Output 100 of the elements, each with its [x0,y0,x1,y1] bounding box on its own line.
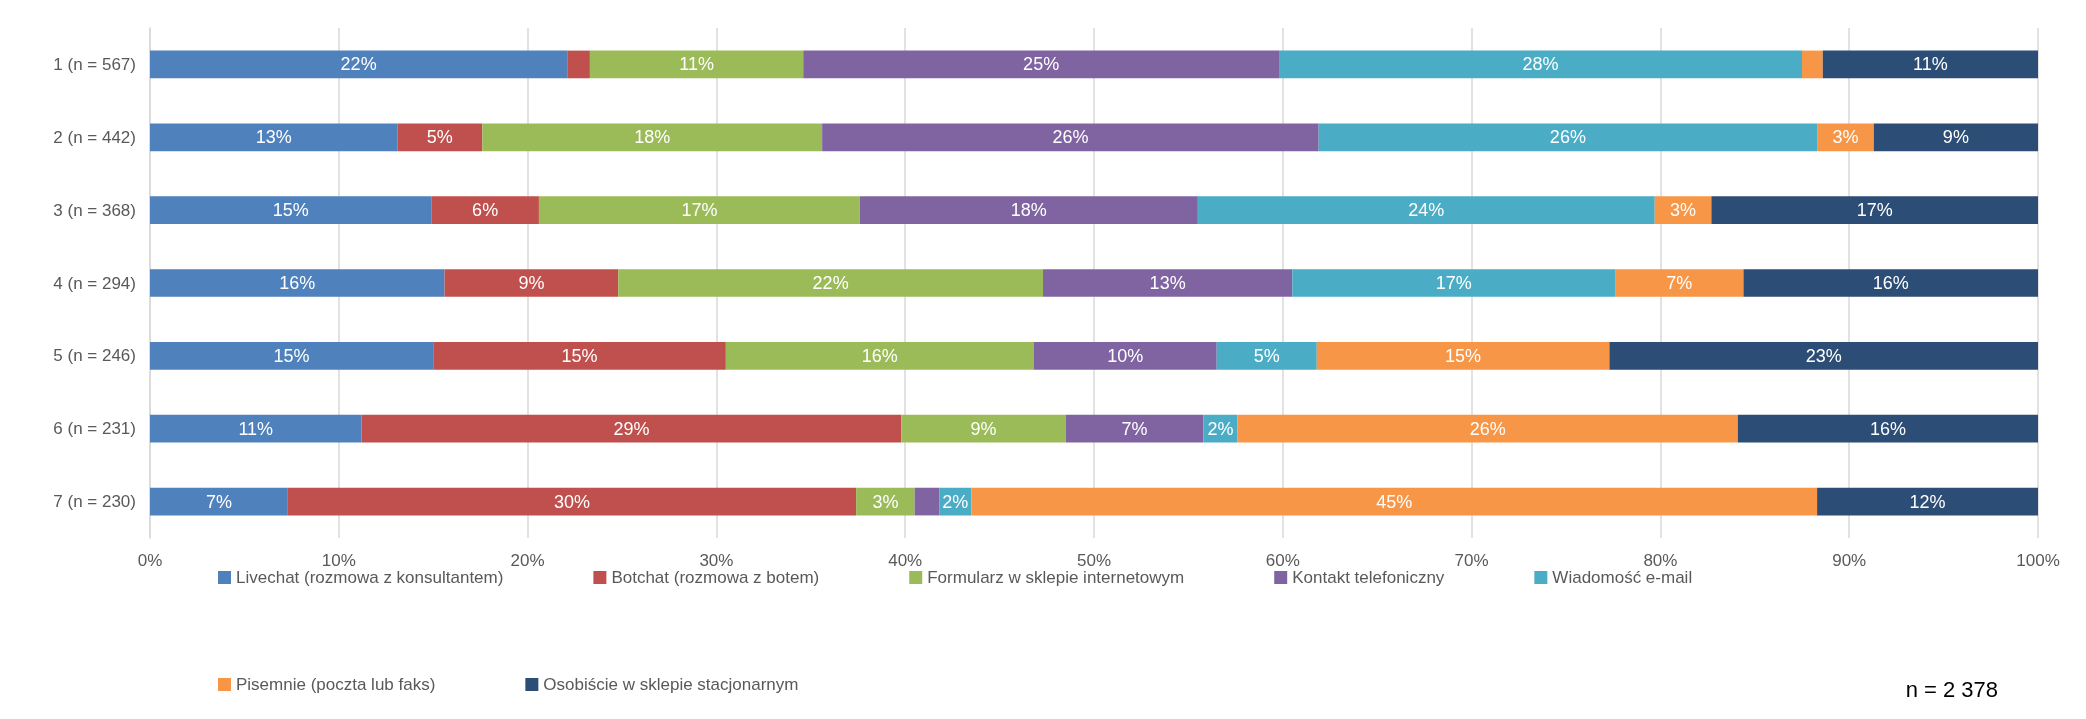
data-label: 18% [634,127,671,148]
legend-label: Livechat (rozmowa z konsultantem) [236,568,504,587]
data-label: 17% [1435,273,1472,293]
bar [1318,123,1818,152]
bar [150,487,288,516]
bar [1743,269,2038,297]
data-label: 25% [1023,54,1060,75]
bar [1873,123,2038,152]
data-label: 15% [273,345,310,366]
bar [150,269,445,297]
data-label: 16% [279,273,316,293]
bar [1802,50,1823,79]
data-label: 23% [1805,345,1842,366]
data-label: 16% [861,345,898,366]
x-tick-label: 70% [1454,551,1489,570]
data-label: 17% [681,200,718,221]
data-label: 3% [1670,200,1697,221]
bar [1237,414,1738,443]
y-tick-label: 2 (n = 442) [53,127,136,147]
text: n = 2 378 [1905,676,1999,702]
bar [1817,487,2038,516]
y-tick-label: 5 (n = 246) [53,346,136,366]
y-tick-label: 6 (n = 231) [53,419,136,439]
x-tick-label: 10% [321,551,356,570]
bar [822,123,1319,152]
bar [433,342,726,370]
data-label: 11% [238,418,274,439]
bar [971,487,1818,516]
bar [1737,414,2038,443]
data-label: 9% [518,273,545,293]
bar [803,50,1280,79]
bar [150,414,362,443]
x-tick-label: 90% [1832,551,1867,570]
x-tick-label: 100% [2016,551,2060,570]
data-label: 2% [1207,418,1234,439]
bar [1817,123,1874,152]
bar [914,487,940,516]
x-tick-label: 80% [1643,551,1678,570]
data-label: 13% [1149,273,1186,293]
data-label: 15% [561,345,598,366]
bar [1609,342,2038,370]
data-label: 28% [1522,54,1559,75]
data-label: 3% [1832,127,1859,148]
bar [1615,269,1744,297]
legend-label: Botchat (rozmowa z botem) [611,568,820,587]
bar [1043,269,1293,297]
bar [150,196,432,224]
x-tick-label: 60% [1265,551,1300,570]
data-label: 15% [1445,345,1482,366]
bar [1033,342,1217,370]
data-label: 3% [872,491,899,512]
data-label: 45% [1376,491,1413,512]
data-label: 11% [1913,54,1948,75]
data-label: 2% [942,491,969,512]
data-label: 9% [970,418,997,439]
bar [150,50,568,79]
x-tick-label: 50% [1076,551,1112,570]
data-label: 26% [1549,127,1586,148]
data-label: 7% [1121,418,1148,439]
bar [287,487,857,516]
x-tick-label: 40% [888,551,923,570]
legend-label: Osobiście w sklepie stacjonarnym [543,675,799,694]
data-label: 13% [255,127,292,148]
bar [1711,196,2038,224]
data-label: 30% [553,491,590,512]
bar [1822,50,2038,79]
data-label: 12% [1909,491,1946,512]
data-label: 16% [1872,273,1909,293]
data-label: 7% [1666,273,1693,293]
bar [1292,269,1616,297]
bar [1279,50,1802,79]
bar [1316,342,1610,370]
bar [150,123,398,152]
data-label: 24% [1408,200,1445,221]
data-label: 16% [1869,418,1906,439]
x-tick-label: 30% [699,551,734,570]
bar [538,196,860,224]
data-label: 5% [1253,345,1280,366]
data-label: 26% [1052,127,1089,148]
y-tick-label: 3 (n = 368) [53,200,136,220]
legend-label: Kontakt telefoniczny [1292,568,1445,587]
bar [361,414,902,443]
data-label: 22% [340,54,377,75]
bar [589,50,804,79]
data-label: 26% [1469,418,1506,439]
legend-label: Wiadomość e-mail [1552,568,1693,587]
data-label: 17% [1856,200,1893,221]
bar [444,269,619,297]
data-label: 6% [472,200,499,221]
bar [901,414,1066,443]
bar [618,269,1044,297]
data-label: 5% [426,127,453,148]
y-tick-label: 1 (n = 567) [53,54,136,74]
bar [397,123,483,152]
bar [567,50,590,79]
data-label: 11% [679,54,714,75]
data-label: 10% [1107,345,1144,366]
data-label: 29% [613,418,650,439]
data-label: 18% [1010,200,1047,221]
bar [1197,196,1655,224]
